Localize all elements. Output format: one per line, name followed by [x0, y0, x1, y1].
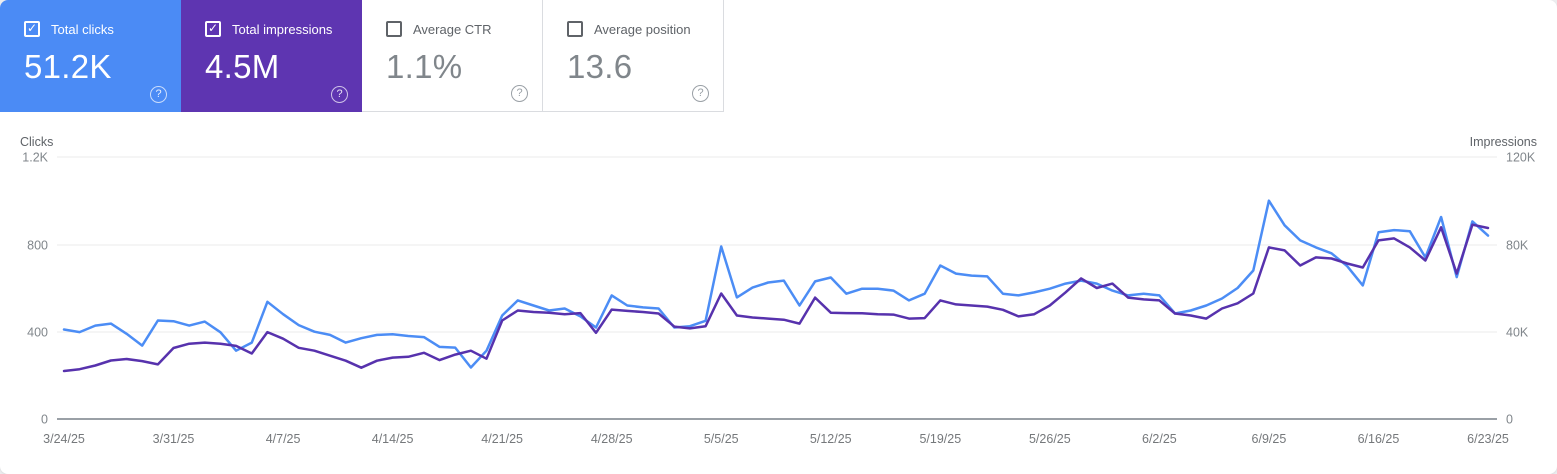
y-axis-tick-right: 40K	[1506, 326, 1529, 340]
x-axis-tick: 5/5/25	[704, 432, 739, 446]
clicks-line	[62, 199, 1490, 369]
ctr-card-label: Average CTR	[413, 21, 492, 37]
help-icon[interactable]: ?	[511, 85, 528, 102]
help-icon[interactable]: ?	[331, 86, 348, 103]
position-card-value: 13.6	[567, 48, 633, 85]
x-axis-tick: 5/19/25	[919, 432, 961, 446]
y-axis-tick-right: 0	[1506, 413, 1513, 427]
metric-card-position[interactable]: ✓ Average position 13.6 ?	[543, 0, 724, 112]
y-axis-tick-right: 120K	[1506, 151, 1536, 165]
clicks-card-label: Total clicks	[51, 21, 114, 37]
x-axis-tick: 4/21/25	[481, 432, 523, 446]
x-axis-tick: 4/14/25	[372, 432, 414, 446]
clicks-checkbox[interactable]: ✓	[24, 21, 40, 37]
x-axis-tick: 4/28/25	[591, 432, 633, 446]
card-head: ✓ Total clicks	[24, 21, 181, 37]
impressions-card-value: 4.5M	[205, 48, 280, 85]
right-axis-title: Impressions	[1470, 135, 1537, 149]
card-head: ✓ Average CTR	[386, 21, 542, 37]
card-head: ✓ Total impressions	[205, 21, 362, 37]
y-axis-tick-left: 800	[27, 239, 48, 253]
help-icon[interactable]: ?	[692, 85, 709, 102]
position-card-label: Average position	[594, 21, 691, 37]
impressions-card-label: Total impressions	[232, 21, 333, 37]
metrics-row: ✓ Total clicks 51.2K ? ✓ Total impressio…	[0, 0, 724, 112]
check-icon: ✓	[26, 21, 38, 35]
x-axis-tick: 5/12/25	[810, 432, 852, 446]
help-icon[interactable]: ?	[150, 86, 167, 103]
card-head: ✓ Average position	[567, 21, 723, 37]
metric-card-impressions[interactable]: ✓ Total impressions 4.5M ?	[181, 0, 362, 112]
performance-chart[interactable]: Clicks Impressions 1.2K 800 400 0 120K 80K 40K 0 3…	[0, 130, 1557, 474]
y-axis-tick-right: 80K	[1506, 239, 1529, 253]
x-axis-tick: 3/24/25	[43, 432, 85, 446]
clicks-card-value: 51.2K	[24, 48, 112, 85]
metric-card-ctr[interactable]: ✓ Average CTR 1.1% ?	[362, 0, 543, 112]
x-axis-tick: 6/2/25	[1142, 432, 1177, 446]
x-axis-tick: 6/9/25	[1252, 432, 1287, 446]
position-checkbox[interactable]: ✓	[567, 21, 583, 37]
left-axis-title: Clicks	[20, 135, 53, 149]
x-axis-tick: 4/7/25	[266, 432, 301, 446]
x-axis-tick: 5/26/25	[1029, 432, 1071, 446]
impressions-line	[62, 223, 1490, 373]
ctr-checkbox[interactable]: ✓	[386, 21, 402, 37]
ctr-card-value: 1.1%	[386, 48, 463, 85]
y-axis-tick-left: 1.2K	[22, 151, 48, 165]
x-axis-tick: 3/31/25	[153, 432, 195, 446]
x-axis-tick: 6/23/25	[1467, 432, 1509, 446]
y-axis-tick-left: 400	[27, 326, 48, 340]
metric-card-clicks[interactable]: ✓ Total clicks 51.2K ?	[0, 0, 181, 112]
x-axis-tick: 6/16/25	[1358, 432, 1400, 446]
check-icon: ✓	[207, 21, 219, 35]
y-axis-tick-left: 0	[41, 413, 48, 427]
impressions-checkbox[interactable]: ✓	[205, 21, 221, 37]
